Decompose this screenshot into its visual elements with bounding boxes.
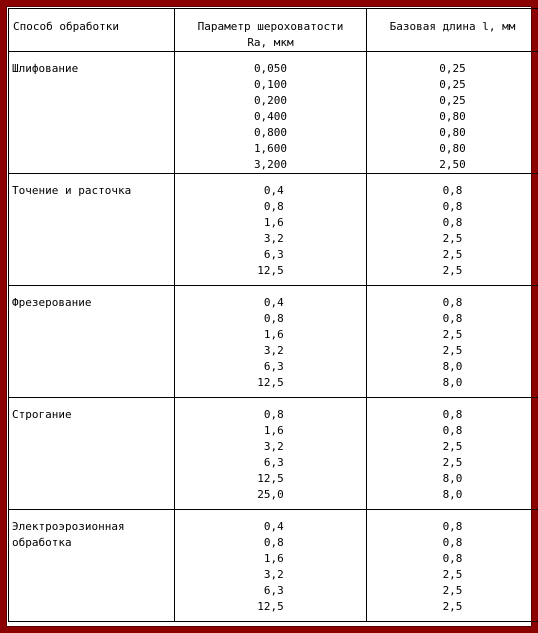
method-cell: Точение и расточка xyxy=(8,173,175,286)
roughness-value: 6,3 xyxy=(257,248,284,261)
roughness-cell: 0,4 0,8 1,6 3,2 6,3 12,5 xyxy=(174,285,367,398)
header-roughness: Параметр шероховатости Ra, мкм xyxy=(174,8,367,52)
table-row: Точение и расточка 0,4 0,8 1,6 3,2 6,3 12… xyxy=(8,173,538,286)
method-cell: Электроэрозионная обработка xyxy=(8,509,175,622)
header-roughness-line1: Параметр шероховатости xyxy=(197,20,344,33)
base-length-value: 0,25 xyxy=(439,78,466,91)
roughness-value: 3,2 xyxy=(257,440,284,453)
method-label: Фрезерование xyxy=(12,296,92,309)
roughness-value: 1,6 xyxy=(257,328,284,341)
roughness-value: 3,2 xyxy=(257,344,284,357)
table-row: Строгание 0,8 1,6 3,2 6,3 12,5 25,0 0,8 0,8 2… xyxy=(8,397,538,510)
roughness-value: 12,5 xyxy=(257,264,284,277)
header-roughness-line2: Ra, мкм xyxy=(247,36,294,49)
roughness-value: 3,2 xyxy=(257,232,284,245)
base-length-value: 2,5 xyxy=(442,328,463,341)
base-length-value: 8,0 xyxy=(442,488,463,501)
roughness-value: 25,0 xyxy=(257,488,284,501)
method-label: Точение и расточка xyxy=(12,184,132,197)
method-cell: Фрезерование xyxy=(8,285,175,398)
roughness-value: 12,5 xyxy=(257,472,284,485)
base-length-value: 2,5 xyxy=(442,456,463,469)
base-length-value: 0,25 xyxy=(439,62,466,75)
base-length-value: 2,5 xyxy=(442,344,463,357)
roughness-value: 0,8 xyxy=(257,536,284,549)
base-length-value: 0,8 xyxy=(442,552,463,565)
base-length-value: 0,80 xyxy=(439,126,466,139)
base-length-value: 0,8 xyxy=(442,312,463,325)
roughness-value: 3,2 xyxy=(257,568,284,581)
roughness-value: 0,4 xyxy=(257,184,284,197)
roughness-value: 1,600 xyxy=(253,142,288,155)
roughness-cell: 0,4 0,8 1,6 3,2 6,3 12,5 xyxy=(174,173,367,286)
roughness-value: 3,200 xyxy=(253,158,288,171)
roughness-value: 0,8 xyxy=(257,408,284,421)
method-label: Строгание xyxy=(12,408,72,421)
roughness-value: 6,3 xyxy=(257,456,284,469)
base-length-value: 0,80 xyxy=(439,110,466,123)
header-base-length: Базовая длина l, мм xyxy=(366,8,538,52)
roughness-value: 1,6 xyxy=(257,424,284,437)
roughness-value: 12,5 xyxy=(257,600,284,613)
roughness-cell: 0,8 1,6 3,2 6,3 12,5 25,0 xyxy=(174,397,367,510)
base-length-value: 8,0 xyxy=(442,472,463,485)
roughness-value: 0,050 xyxy=(253,62,288,75)
base-length-value: 0,8 xyxy=(442,200,463,213)
roughness-cell: 0,4 0,8 1,6 3,2 6,3 12,5 xyxy=(174,509,367,622)
base-length-value: 2,5 xyxy=(442,584,463,597)
base-length-value: 0,8 xyxy=(442,296,463,309)
roughness-value: 12,5 xyxy=(257,376,284,389)
table-header-row: Способ обработки Параметр шероховатости … xyxy=(8,8,538,52)
base-length-value: 2,5 xyxy=(442,600,463,613)
base-length-value: 2,5 xyxy=(442,232,463,245)
roughness-value: 0,4 xyxy=(257,296,284,309)
base-length-value: 0,8 xyxy=(442,536,463,549)
base-length-value: 0,8 xyxy=(442,408,463,421)
base-length-cell: 0,25 0,25 0,25 0,80 0,80 0,80 2,50 xyxy=(366,51,538,174)
header-method: Способ обработки xyxy=(8,8,175,52)
base-length-cell: 0,8 0,8 0,8 2,5 2,5 2,5 xyxy=(366,173,538,286)
base-length-value: 0,8 xyxy=(442,424,463,437)
table-row: Фрезерование 0,4 0,8 1,6 3,2 6,3 12,5 0,8 0… xyxy=(8,285,538,398)
base-length-value: 0,8 xyxy=(442,216,463,229)
base-length-cell: 0,8 0,8 0,8 2,5 2,5 2,5 xyxy=(366,509,538,622)
method-cell: Строгание xyxy=(8,397,175,510)
base-length-value: 2,5 xyxy=(442,264,463,277)
method-label: Шлифование xyxy=(12,62,79,75)
roughness-value: 0,800 xyxy=(253,126,288,139)
table-body: Шлифование 0,050 0,100 0,200 0,400 0,800 1,600… xyxy=(8,51,538,622)
base-length-value: 0,8 xyxy=(442,184,463,197)
roughness-cell: 0,050 0,100 0,200 0,400 0,800 1,600 3,200 xyxy=(174,51,367,174)
roughness-value: 0,8 xyxy=(257,200,284,213)
roughness-table: Способ обработки Параметр шероховатости … xyxy=(8,8,538,622)
roughness-value: 1,6 xyxy=(257,216,284,229)
table-row: Шлифование 0,050 0,100 0,200 0,400 0,800 1,600… xyxy=(8,51,538,174)
roughness-value: 6,3 xyxy=(257,360,284,373)
base-length-cell: 0,8 0,8 2,5 2,5 8,0 8,0 xyxy=(366,397,538,510)
table-row: Электроэрозионная обработка 0,4 0,8 1,6 … xyxy=(8,509,538,622)
base-length-value: 8,0 xyxy=(442,360,463,373)
base-length-value: 2,5 xyxy=(442,248,463,261)
base-length-value: 2,50 xyxy=(439,158,466,171)
roughness-value: 6,3 xyxy=(257,584,284,597)
roughness-value: 0,8 xyxy=(257,312,284,325)
roughness-value: 0,200 xyxy=(253,94,288,107)
roughness-value: 0,100 xyxy=(253,78,288,91)
roughness-value: 0,400 xyxy=(253,110,288,123)
roughness-value: 1,6 xyxy=(257,552,284,565)
base-length-value: 8,0 xyxy=(442,376,463,389)
base-length-value: 2,5 xyxy=(442,568,463,581)
base-length-value: 0,80 xyxy=(439,142,466,155)
base-length-cell: 0,8 0,8 2,5 2,5 8,0 8,0 xyxy=(366,285,538,398)
base-length-value: 0,8 xyxy=(442,520,463,533)
method-cell: Шлифование xyxy=(8,51,175,174)
base-length-value: 2,5 xyxy=(442,440,463,453)
method-label: Электроэрозионная обработка xyxy=(12,520,125,549)
base-length-value: 0,25 xyxy=(439,94,466,107)
roughness-value: 0,4 xyxy=(257,520,284,533)
